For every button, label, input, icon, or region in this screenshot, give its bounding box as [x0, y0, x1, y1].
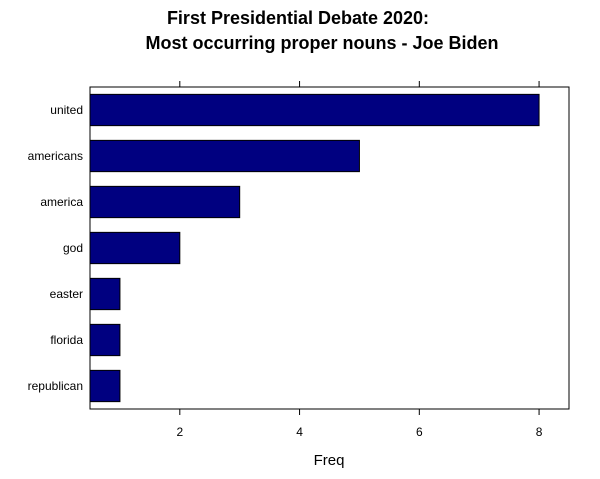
bar-florida	[89, 323, 121, 357]
bar-america	[89, 185, 241, 219]
y-tick-label-easter: easter	[50, 287, 83, 301]
chart-title-line-2: Most occurring proper nouns - Joe Biden	[145, 33, 498, 53]
y-tick-label-america: america	[40, 195, 83, 209]
x-tick-label: 2	[176, 425, 183, 439]
bar-easter	[89, 277, 121, 311]
x-axis-label: Freq	[314, 452, 345, 469]
x-tick-label: 6	[416, 425, 423, 439]
bars-group	[89, 93, 540, 403]
y-tick-label-republican: republican	[28, 379, 83, 393]
x-tick-label: 8	[536, 425, 543, 439]
bar-god	[89, 231, 181, 265]
bar-republican	[89, 369, 121, 403]
x-tick-label: 4	[296, 425, 303, 439]
y-tick-label-americans: americans	[28, 149, 83, 163]
y-tick-label-united: united	[50, 103, 83, 117]
bar-united	[89, 93, 540, 127]
bar-americans	[89, 139, 360, 173]
x-axis-ticks: 2 4 6 8	[176, 81, 543, 439]
chart-title-line-1: First Presidential Debate 2020:	[167, 8, 429, 28]
y-tick-labels: united americans america god easter florida re…	[28, 103, 84, 393]
y-tick-label-florida: florida	[50, 333, 83, 347]
y-tick-label-god: god	[63, 241, 83, 255]
